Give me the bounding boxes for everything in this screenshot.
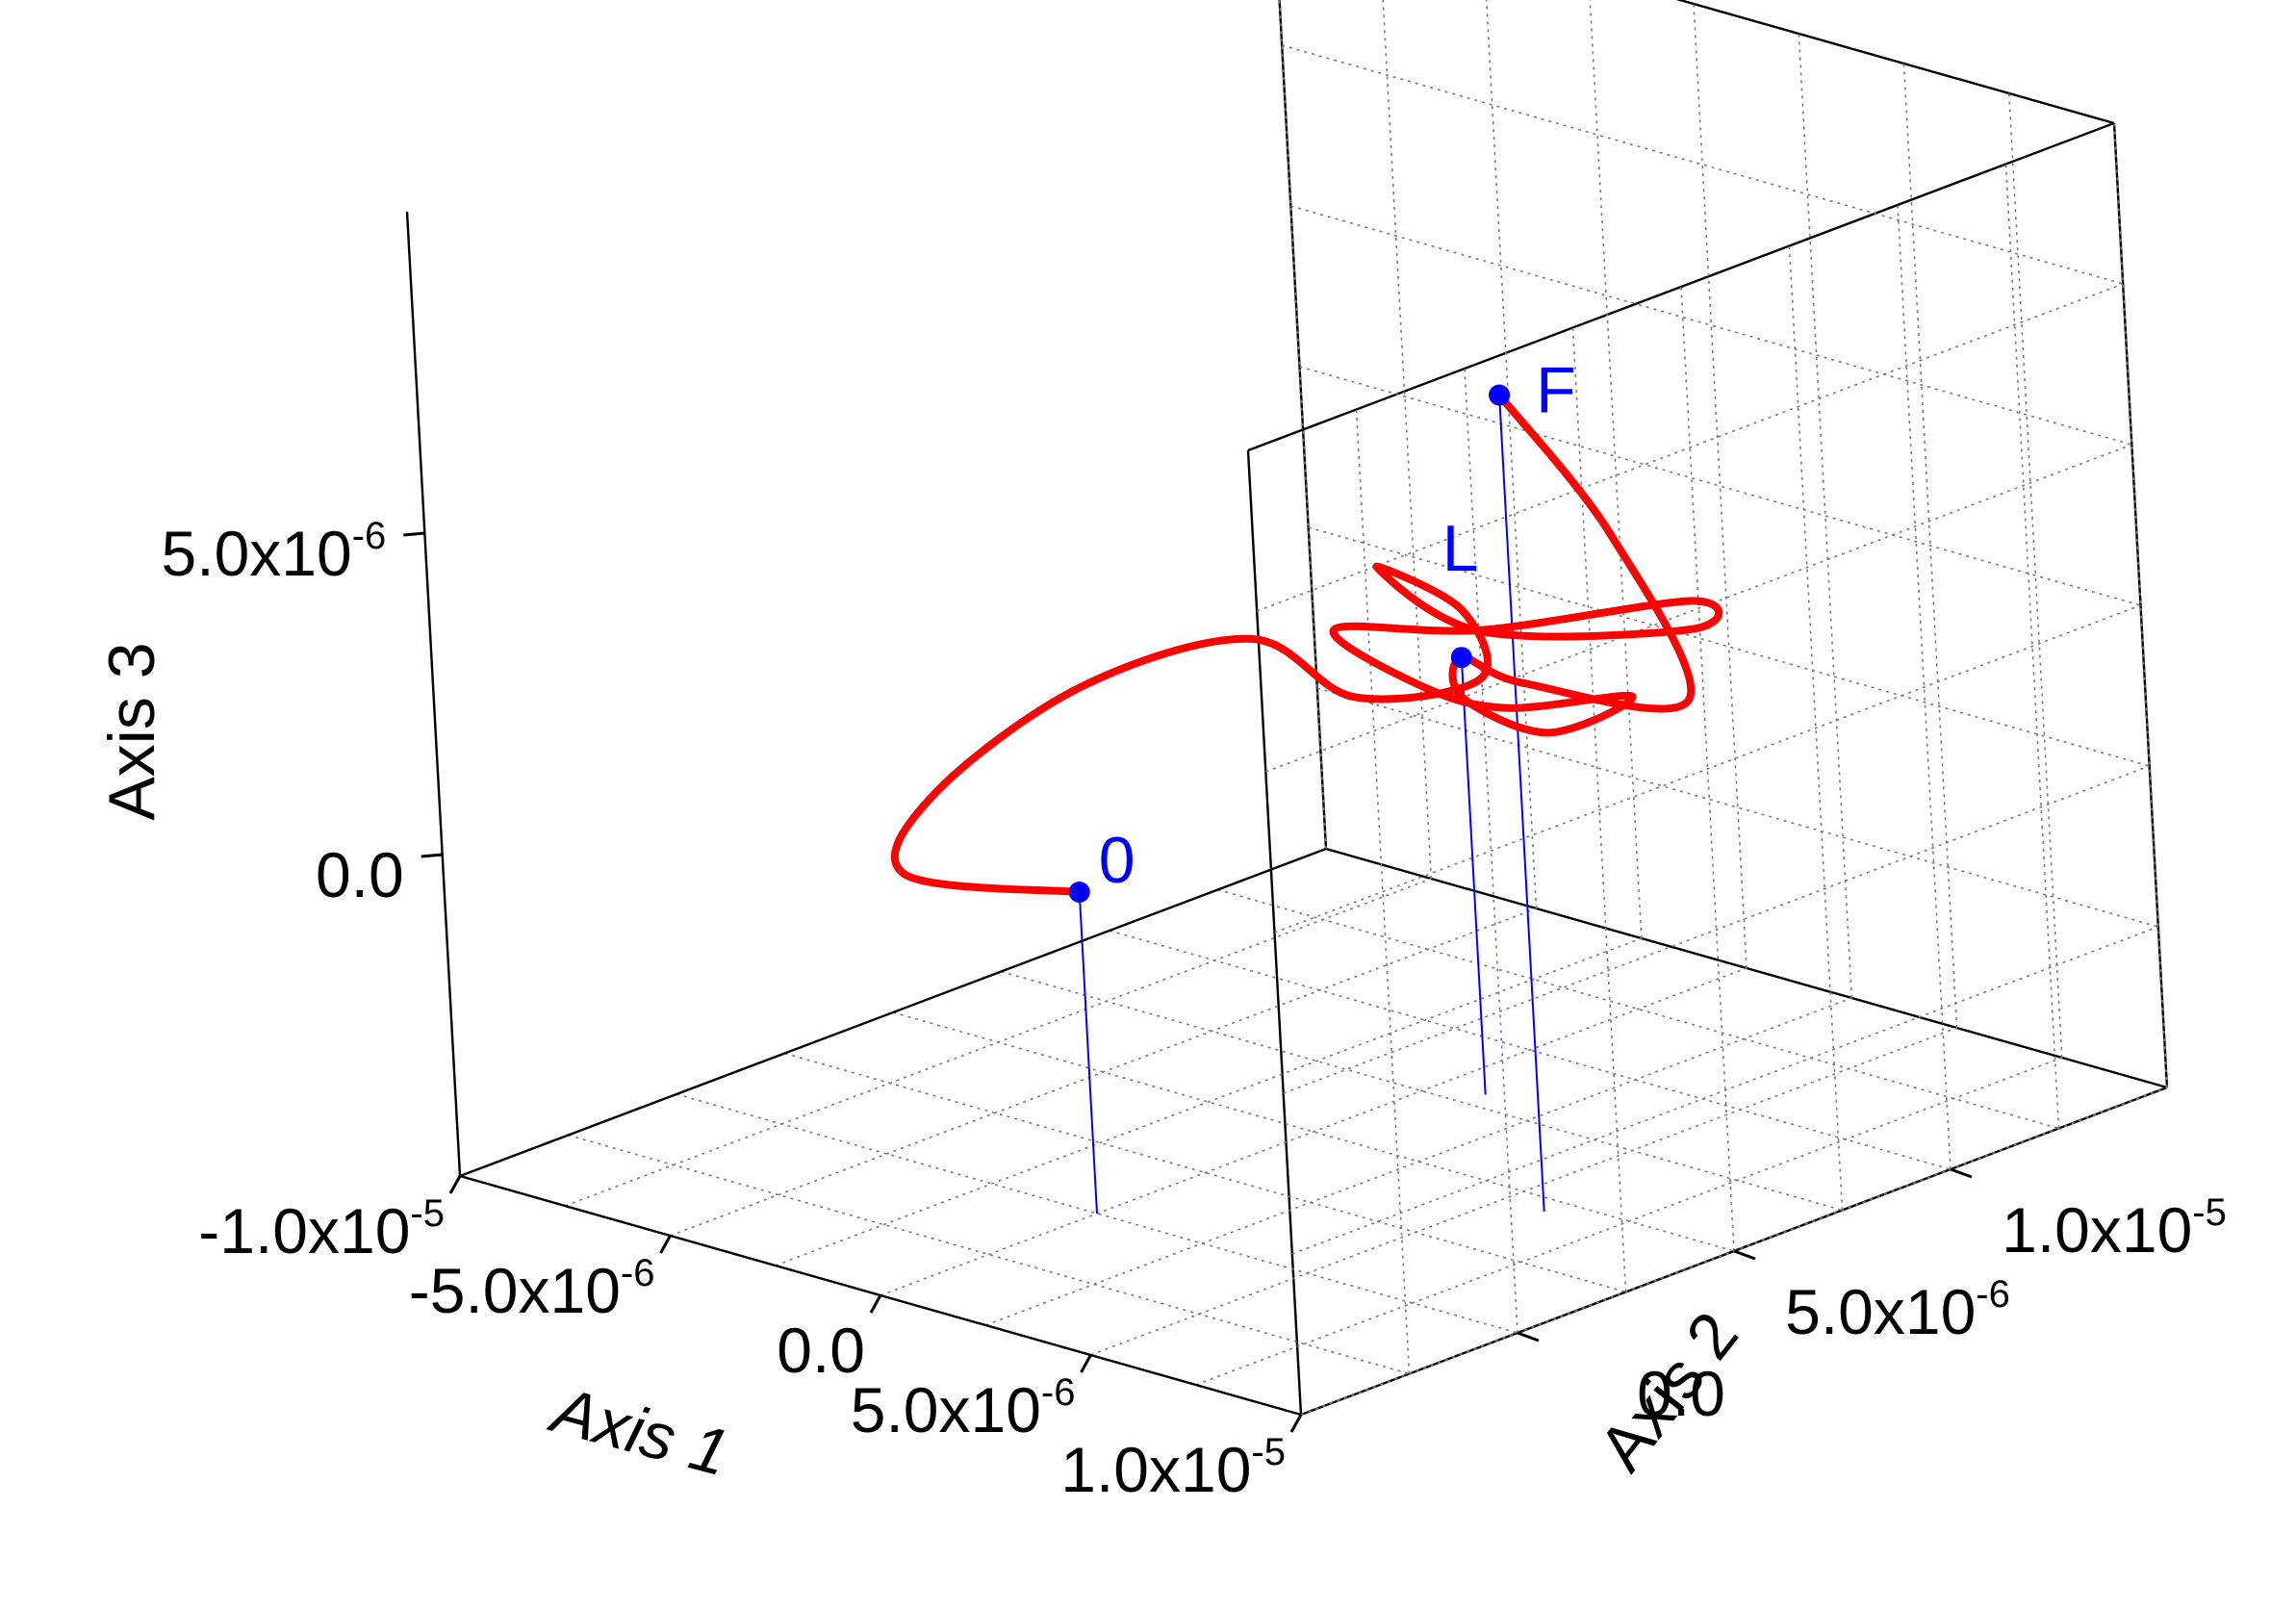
z-tick-label: 0.0 — [316, 839, 404, 910]
box-edge — [1247, 121, 2115, 452]
z-axis-line — [405, 211, 462, 1177]
y-axis-line — [459, 847, 1327, 1178]
dropline — [1460, 657, 1487, 1095]
grid-line-x-floor-minor — [1195, 1057, 2063, 1386]
y-axis-title: Axis 2 — [1585, 1298, 1752, 1484]
grid-line-z-wall-minor — [1316, 687, 2159, 928]
grid-line-z-wall-minor — [1256, 283, 2124, 612]
z-tick-mark — [421, 853, 443, 858]
dropline — [1078, 891, 1098, 1215]
grid-line-x-floor-minor — [565, 878, 1432, 1207]
y-tick-label: 0.0 — [1637, 1358, 1725, 1429]
y-tick-label: 1.0x10-5 — [2002, 1191, 2227, 1266]
x-tick-label: 1.0x10-5 — [1060, 1431, 1286, 1505]
grid-line-z-wall-minor — [1274, 604, 2141, 933]
chart-point-markers: 0 L F — [1068, 354, 1576, 903]
chart-labels: Axis 1 Axis 2 Axis 3 — [95, 642, 1752, 1490]
grid-line-z-wall — [1290, 205, 2132, 446]
x-tick-label: 5.0x10-6 — [851, 1371, 1076, 1445]
grid-line-x-floor — [670, 908, 1537, 1237]
dropline — [1498, 395, 1545, 1212]
chart-droplines — [1078, 395, 1545, 1215]
x-tick-label: -5.0x10-6 — [409, 1252, 655, 1326]
grid-line-x-floor — [880, 967, 1748, 1296]
point-marker — [1450, 647, 1472, 669]
point-label: F — [1536, 354, 1576, 427]
y-tick-mark — [1517, 1331, 1540, 1342]
chart-ticks: -1.0x10-5-5.0x10-60.05.0x10-61.0x10-50.0… — [162, 515, 2227, 1505]
point-label: 0 — [1099, 824, 1135, 897]
grid-line-z-wall — [1308, 526, 2150, 767]
y-tick-mark — [1950, 1167, 1973, 1179]
grid-line-x-floor-minor — [775, 937, 1643, 1266]
z-tick-label: 5.0x10-6 — [162, 515, 387, 589]
grid-line-z-wall — [1265, 444, 2132, 773]
grid-line-z-wall — [1283, 765, 2150, 1094]
y-tick-label: 5.0x10-6 — [1785, 1273, 2010, 1347]
trajectory-line — [890, 391, 1723, 896]
x-tick-label: -1.0x10-5 — [198, 1192, 445, 1266]
grid-line-z-wall-minor — [1281, 44, 2124, 285]
point-marker — [1489, 384, 1511, 406]
x-tick-mark — [1080, 1354, 1092, 1373]
y-tick-mark — [1733, 1249, 1756, 1261]
chart-box-front — [405, 211, 1327, 1417]
grid-line-z-wall-minor — [1291, 926, 2159, 1255]
x-tick-mark — [869, 1294, 882, 1314]
z-tick-mark — [403, 531, 425, 537]
grid-line-z-wall-minor — [1299, 366, 2141, 606]
point-marker — [1068, 882, 1090, 903]
x-tick-mark — [448, 1175, 462, 1194]
x-tick-mark — [659, 1235, 672, 1254]
chart-trajectory-layer — [890, 391, 1723, 896]
grid-line-x-wall-minor — [1382, 0, 1433, 880]
box-edge — [1675, 0, 2115, 125]
chart-gridlines — [459, 0, 2168, 1416]
grid-line-x-floor-minor — [985, 997, 1852, 1326]
z-axis-title: Axis 3 — [95, 642, 168, 820]
grid-line-x-wall — [1693, 3, 1748, 969]
grid-line-x-wall-minor — [1798, 33, 1853, 999]
x-tick-mark — [1289, 1414, 1303, 1433]
x-axis-title: Axis 1 — [542, 1372, 736, 1490]
grid-line-x-wall — [1485, 0, 1538, 909]
x-tick-label: 0.0 — [777, 1315, 865, 1386]
point-label: L — [1442, 512, 1479, 585]
